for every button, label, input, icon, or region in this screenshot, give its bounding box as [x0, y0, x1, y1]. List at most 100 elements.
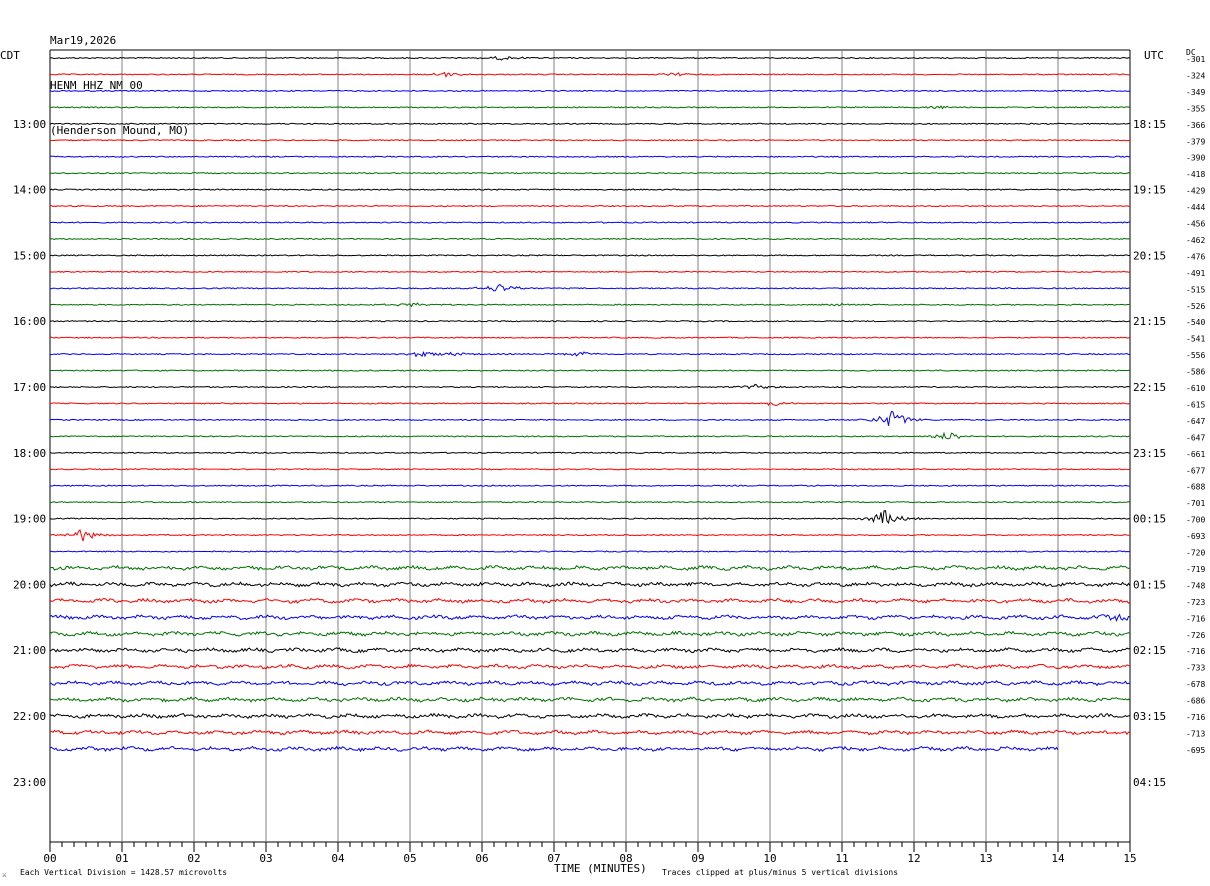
- x-tick-label: 08: [619, 852, 632, 865]
- dc-offset-label: -700: [1186, 516, 1205, 525]
- trace-line: [49, 646, 1131, 654]
- cdt-hour-label: 14:00: [13, 184, 46, 197]
- dc-offset-label: -456: [1186, 220, 1205, 229]
- trace-line: [49, 351, 1131, 358]
- trace-line: [49, 597, 1131, 604]
- dc-offset-label: -748: [1186, 581, 1205, 590]
- x-tick-label: 03: [259, 852, 272, 865]
- x-tick-label: 12: [907, 852, 920, 865]
- trace-line: [49, 729, 1131, 736]
- dc-offset-label: -349: [1186, 88, 1205, 97]
- dc-offset-label: -716: [1186, 713, 1205, 722]
- trace-line: [49, 410, 1131, 426]
- minute-grid: [49, 49, 1131, 843]
- dc-offset-label: -418: [1186, 170, 1205, 179]
- trace-line: [49, 550, 1131, 553]
- utc-hour-label: 21:15: [1133, 315, 1166, 328]
- cdt-hour-label: 17:00: [13, 381, 46, 394]
- utc-hour-label: 03:15: [1133, 710, 1166, 723]
- dc-offset-label: -647: [1186, 433, 1205, 442]
- date-label: Mar19,2026: [50, 34, 117, 47]
- dc-offset-label: -541: [1186, 335, 1205, 344]
- utc-hour-labels: 18:15 19:15 20:15 21:15 22:15 23:15 00:15 01:15…: [1133, 118, 1166, 789]
- dc-offset-label: -491: [1186, 269, 1205, 278]
- cdt-hour-label: 19:00: [13, 513, 46, 526]
- cdt-hour-label: 22:00: [13, 710, 46, 723]
- x-tick-label: 00: [43, 852, 56, 865]
- dc-offset-label: -526: [1186, 302, 1205, 311]
- trace-line: [49, 529, 1131, 542]
- trace-line: [49, 336, 1131, 339]
- x-tick-label: 04: [331, 852, 345, 865]
- cdt-hour-labels: 13:00 14:00 15:00 16:00 17:00 18:00 19:00 20:00…: [13, 118, 46, 789]
- x-tick-label: 14: [1051, 852, 1065, 865]
- dc-offset-label: -661: [1186, 450, 1205, 459]
- cdt-hour-label: 13:00: [13, 118, 46, 131]
- trace-line: [49, 509, 1131, 525]
- x-tick-labels: 00 01 02 03 04 05 06 07 08 09 10 11 12 13 14 15: [43, 852, 1136, 865]
- trace-line: [49, 55, 1131, 61]
- x-tick-label: 13: [979, 852, 992, 865]
- dc-offset-label: -733: [1186, 664, 1205, 673]
- trace-line: [49, 613, 1131, 622]
- trace-line: [49, 696, 1131, 703]
- dc-offset-label: -390: [1186, 154, 1205, 163]
- left-timezone-label: CDT: [0, 49, 20, 62]
- trace-line: [49, 501, 1131, 504]
- dc-offset-label: -444: [1186, 203, 1205, 212]
- cdt-hour-label: 23:00: [13, 776, 46, 789]
- x-axis-ticks: [49, 842, 1131, 852]
- dc-offset-label: -366: [1186, 121, 1205, 130]
- dc-offset-labels: -301 -324 -349 -355 -366 -379 -390 -418 -429 -444…: [1186, 55, 1205, 755]
- dc-offset-label: -720: [1186, 549, 1205, 558]
- dc-offset-label: -726: [1186, 631, 1205, 640]
- x-axis-title: TIME (MINUTES): [554, 862, 647, 875]
- dc-offset-label: -719: [1186, 565, 1205, 574]
- trace-line: [49, 468, 1131, 471]
- dc-offset-label: -476: [1186, 252, 1205, 261]
- dc-offset-label: -462: [1186, 236, 1205, 245]
- location-label: (Henderson Mound, MO): [50, 124, 190, 137]
- trace-line: [49, 155, 1131, 158]
- trace-line: [49, 401, 1131, 407]
- dc-offset-label: -688: [1186, 483, 1205, 492]
- x-tick-label: 07: [547, 852, 560, 865]
- x-tick-label: 05: [403, 852, 416, 865]
- dc-offset-label: -379: [1186, 137, 1205, 146]
- dc-offset-label: -723: [1186, 598, 1205, 607]
- dc-offset-label: -610: [1186, 384, 1205, 393]
- scale-note: Each Vertical Division = 1428.57 microvo…: [20, 868, 228, 877]
- trace-line: [49, 89, 1131, 93]
- trace-line: [49, 284, 1131, 292]
- dc-offset-label: -716: [1186, 647, 1205, 656]
- trace-line: [49, 564, 1131, 572]
- utc-hour-label: 20:15: [1133, 249, 1166, 262]
- dc-offset-label: -429: [1186, 187, 1205, 196]
- trace-line: [49, 679, 1131, 687]
- trace-line: [49, 270, 1131, 273]
- trace-line: [49, 204, 1131, 208]
- dc-offset-label: -647: [1186, 417, 1205, 426]
- cdt-hour-label: 15:00: [13, 249, 46, 262]
- trace-line: [49, 431, 1131, 440]
- trace-line: [49, 484, 1131, 487]
- cdt-hour-label: 21:00: [13, 644, 46, 657]
- right-timezone-label: UTC: [1144, 49, 1164, 62]
- utc-hour-label: 22:15: [1133, 381, 1166, 394]
- header-block: Mar19,2026 HENM HHZ NM 00 (Henderson Mou…: [50, 3, 189, 153]
- dc-offset-label: -713: [1186, 729, 1205, 738]
- dc-offset-label: -556: [1186, 351, 1205, 360]
- trace-line: [49, 105, 1131, 110]
- utc-hour-label: 18:15: [1133, 118, 1166, 131]
- station-label: HENM HHZ NM 00: [50, 79, 143, 92]
- trace-line: [49, 71, 1131, 79]
- trace-line: [49, 712, 1131, 720]
- x-tick-label: 01: [115, 852, 128, 865]
- trace-line: [49, 320, 1131, 323]
- trace-line: [49, 122, 1131, 125]
- cdt-hour-label: 16:00: [13, 315, 46, 328]
- dc-offset-label: -693: [1186, 532, 1205, 541]
- dc-offset-label: -716: [1186, 614, 1205, 623]
- utc-hour-label: 02:15: [1133, 644, 1166, 657]
